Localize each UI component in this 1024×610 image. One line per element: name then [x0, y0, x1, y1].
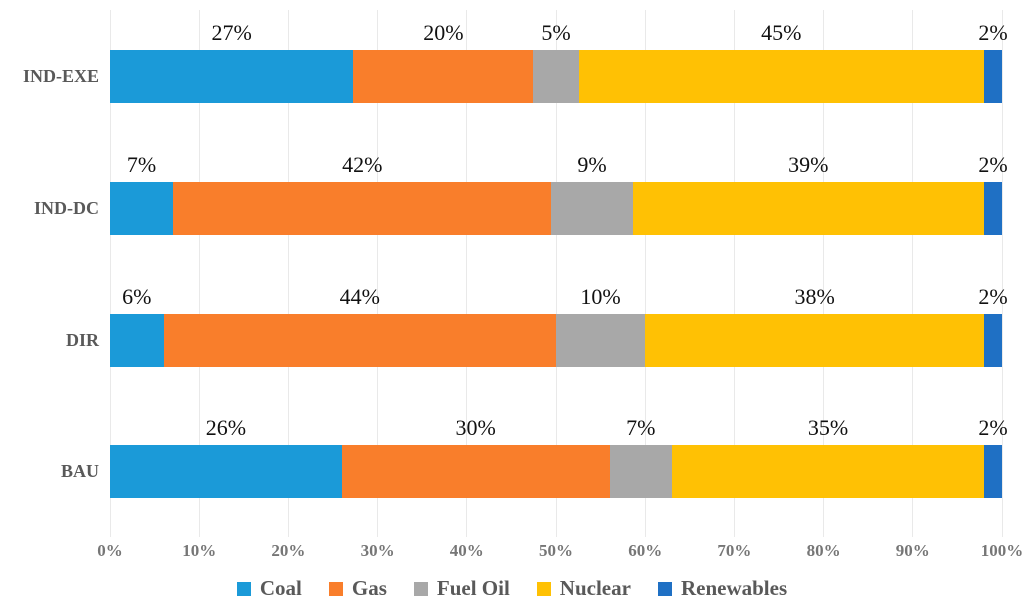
bar-segment-renewables: [983, 181, 1002, 235]
x-axis-tick: 30%: [360, 541, 395, 560]
bar-segment-renewables: [983, 50, 1002, 103]
stacked-bar: [110, 181, 1002, 235]
legend-item-fuel-oil: Fuel Oil: [413, 576, 510, 601]
stacked-bar: [110, 445, 1002, 499]
legend-marker: [657, 581, 672, 596]
gridline: [823, 10, 825, 537]
legend-marker: [536, 581, 551, 596]
data-label: 45%: [761, 20, 802, 45]
bar-segment-fuel-oil: [551, 181, 633, 235]
x-axis-tick: 60%: [628, 541, 663, 560]
bar-segment-coal: [110, 313, 164, 367]
gridline: [287, 10, 289, 537]
x-axis-tick: 50%: [539, 541, 573, 560]
bar-segment-gas: [353, 50, 534, 103]
legend-label: Renewables: [680, 576, 788, 600]
data-label: 44%: [339, 283, 380, 309]
legend-item-coal: Coal: [236, 576, 302, 601]
gridline: [377, 10, 379, 537]
legend-marker: [236, 581, 251, 596]
x-axis-tick: 70%: [717, 541, 752, 560]
gridline: [466, 10, 468, 537]
x-axis-tick: 10%: [182, 541, 217, 560]
data-label: 5%: [541, 20, 571, 45]
bar-row: DIR 6% 44% 10% 38% 2%: [66, 274, 1008, 406]
data-label: 7%: [626, 415, 656, 441]
data-label: 6%: [122, 283, 152, 309]
data-label: 38%: [794, 283, 835, 309]
legend-item-gas: Gas: [328, 576, 387, 601]
gridline: [198, 10, 200, 537]
x-axis-tick: 40%: [449, 541, 484, 560]
data-label: 2%: [978, 20, 1008, 45]
x-axis-tick: 90%: [895, 541, 930, 560]
stacked-bar: [110, 313, 1002, 367]
bar-segment-coal: [110, 50, 354, 103]
legend-marker: [328, 581, 343, 596]
data-label: 2%: [978, 151, 1008, 177]
bar-row: IND-EXE 27% 20% 5% 45% 2%: [23, 10, 1008, 142]
bar-row: IND-DC 7% 42% 9% 39% 2%: [34, 142, 1008, 274]
data-label: 27%: [211, 20, 252, 45]
legend-label: Gas: [351, 576, 387, 600]
data-label: 39%: [788, 151, 829, 177]
gridline: [109, 10, 111, 537]
bar-segment-renewables: [984, 445, 1002, 499]
bar-segment-fuel-oil: [609, 445, 672, 499]
legend-label: Coal: [259, 576, 302, 600]
data-label: 10%: [580, 283, 621, 309]
bar-segment-fuel-oil: [555, 313, 646, 367]
gridline: [733, 10, 735, 537]
gridline: [912, 10, 914, 537]
legend-label: Nuclear: [559, 576, 631, 600]
gridline: [1001, 10, 1003, 537]
x-axis: 0% 10% 20% 30% 40% 50% 60% 70% 80% 90% 100%: [97, 541, 1023, 565]
category-label: DIR: [65, 329, 99, 350]
legend-label: Fuel Oil: [436, 576, 510, 600]
bar-segment-nuclear: [632, 181, 984, 235]
legend-marker: [413, 581, 428, 596]
bar-segment-renewables: [984, 313, 1002, 367]
x-axis-tick: 0%: [97, 541, 123, 560]
bar-segment-fuel-oil: [533, 50, 579, 103]
data-label: 7%: [126, 151, 157, 177]
bar-row: BAU 26% 30% 7% 35% 2%: [61, 405, 1008, 537]
bar-segment-gas: [163, 313, 556, 367]
legend-item-nuclear: Nuclear: [536, 576, 631, 601]
bar-segment-gas: [173, 181, 552, 235]
bar-segment-nuclear: [671, 445, 985, 499]
gridline: [644, 10, 646, 537]
bar-segment-gas: [341, 445, 610, 499]
x-axis-tick: 100%: [980, 541, 1024, 560]
data-label: 20%: [423, 20, 464, 45]
legend-item-renewables: Renewables: [657, 576, 788, 601]
stacked-bar: [110, 50, 1002, 103]
bar-segment-coal: [110, 445, 342, 499]
data-label: 2%: [978, 415, 1008, 441]
x-axis-tick: 80%: [806, 541, 841, 560]
gridline: [555, 10, 557, 537]
bar-segment-coal: [110, 181, 174, 235]
category-label: IND-EXE: [22, 66, 99, 86]
category-label: IND-DC: [34, 197, 99, 218]
legend: Coal Gas Fuel Oil Nuclear Renewables: [0, 576, 1024, 601]
data-label: 2%: [978, 283, 1008, 309]
plot-area: IND-EXE 27% 20% 5% 45% 2% IND-DC 7% 42% 9% 39% 2% DI…: [23, 10, 1008, 537]
category-label: BAU: [60, 461, 99, 482]
bar-segment-nuclear: [645, 313, 985, 367]
bar-segment-nuclear: [578, 50, 984, 103]
data-label: 26%: [205, 415, 247, 441]
data-label: 9%: [577, 151, 607, 177]
x-axis-tick: 20%: [271, 541, 306, 560]
data-label: 35%: [807, 415, 849, 441]
data-label: 30%: [455, 415, 496, 441]
data-label: 42%: [342, 151, 383, 177]
